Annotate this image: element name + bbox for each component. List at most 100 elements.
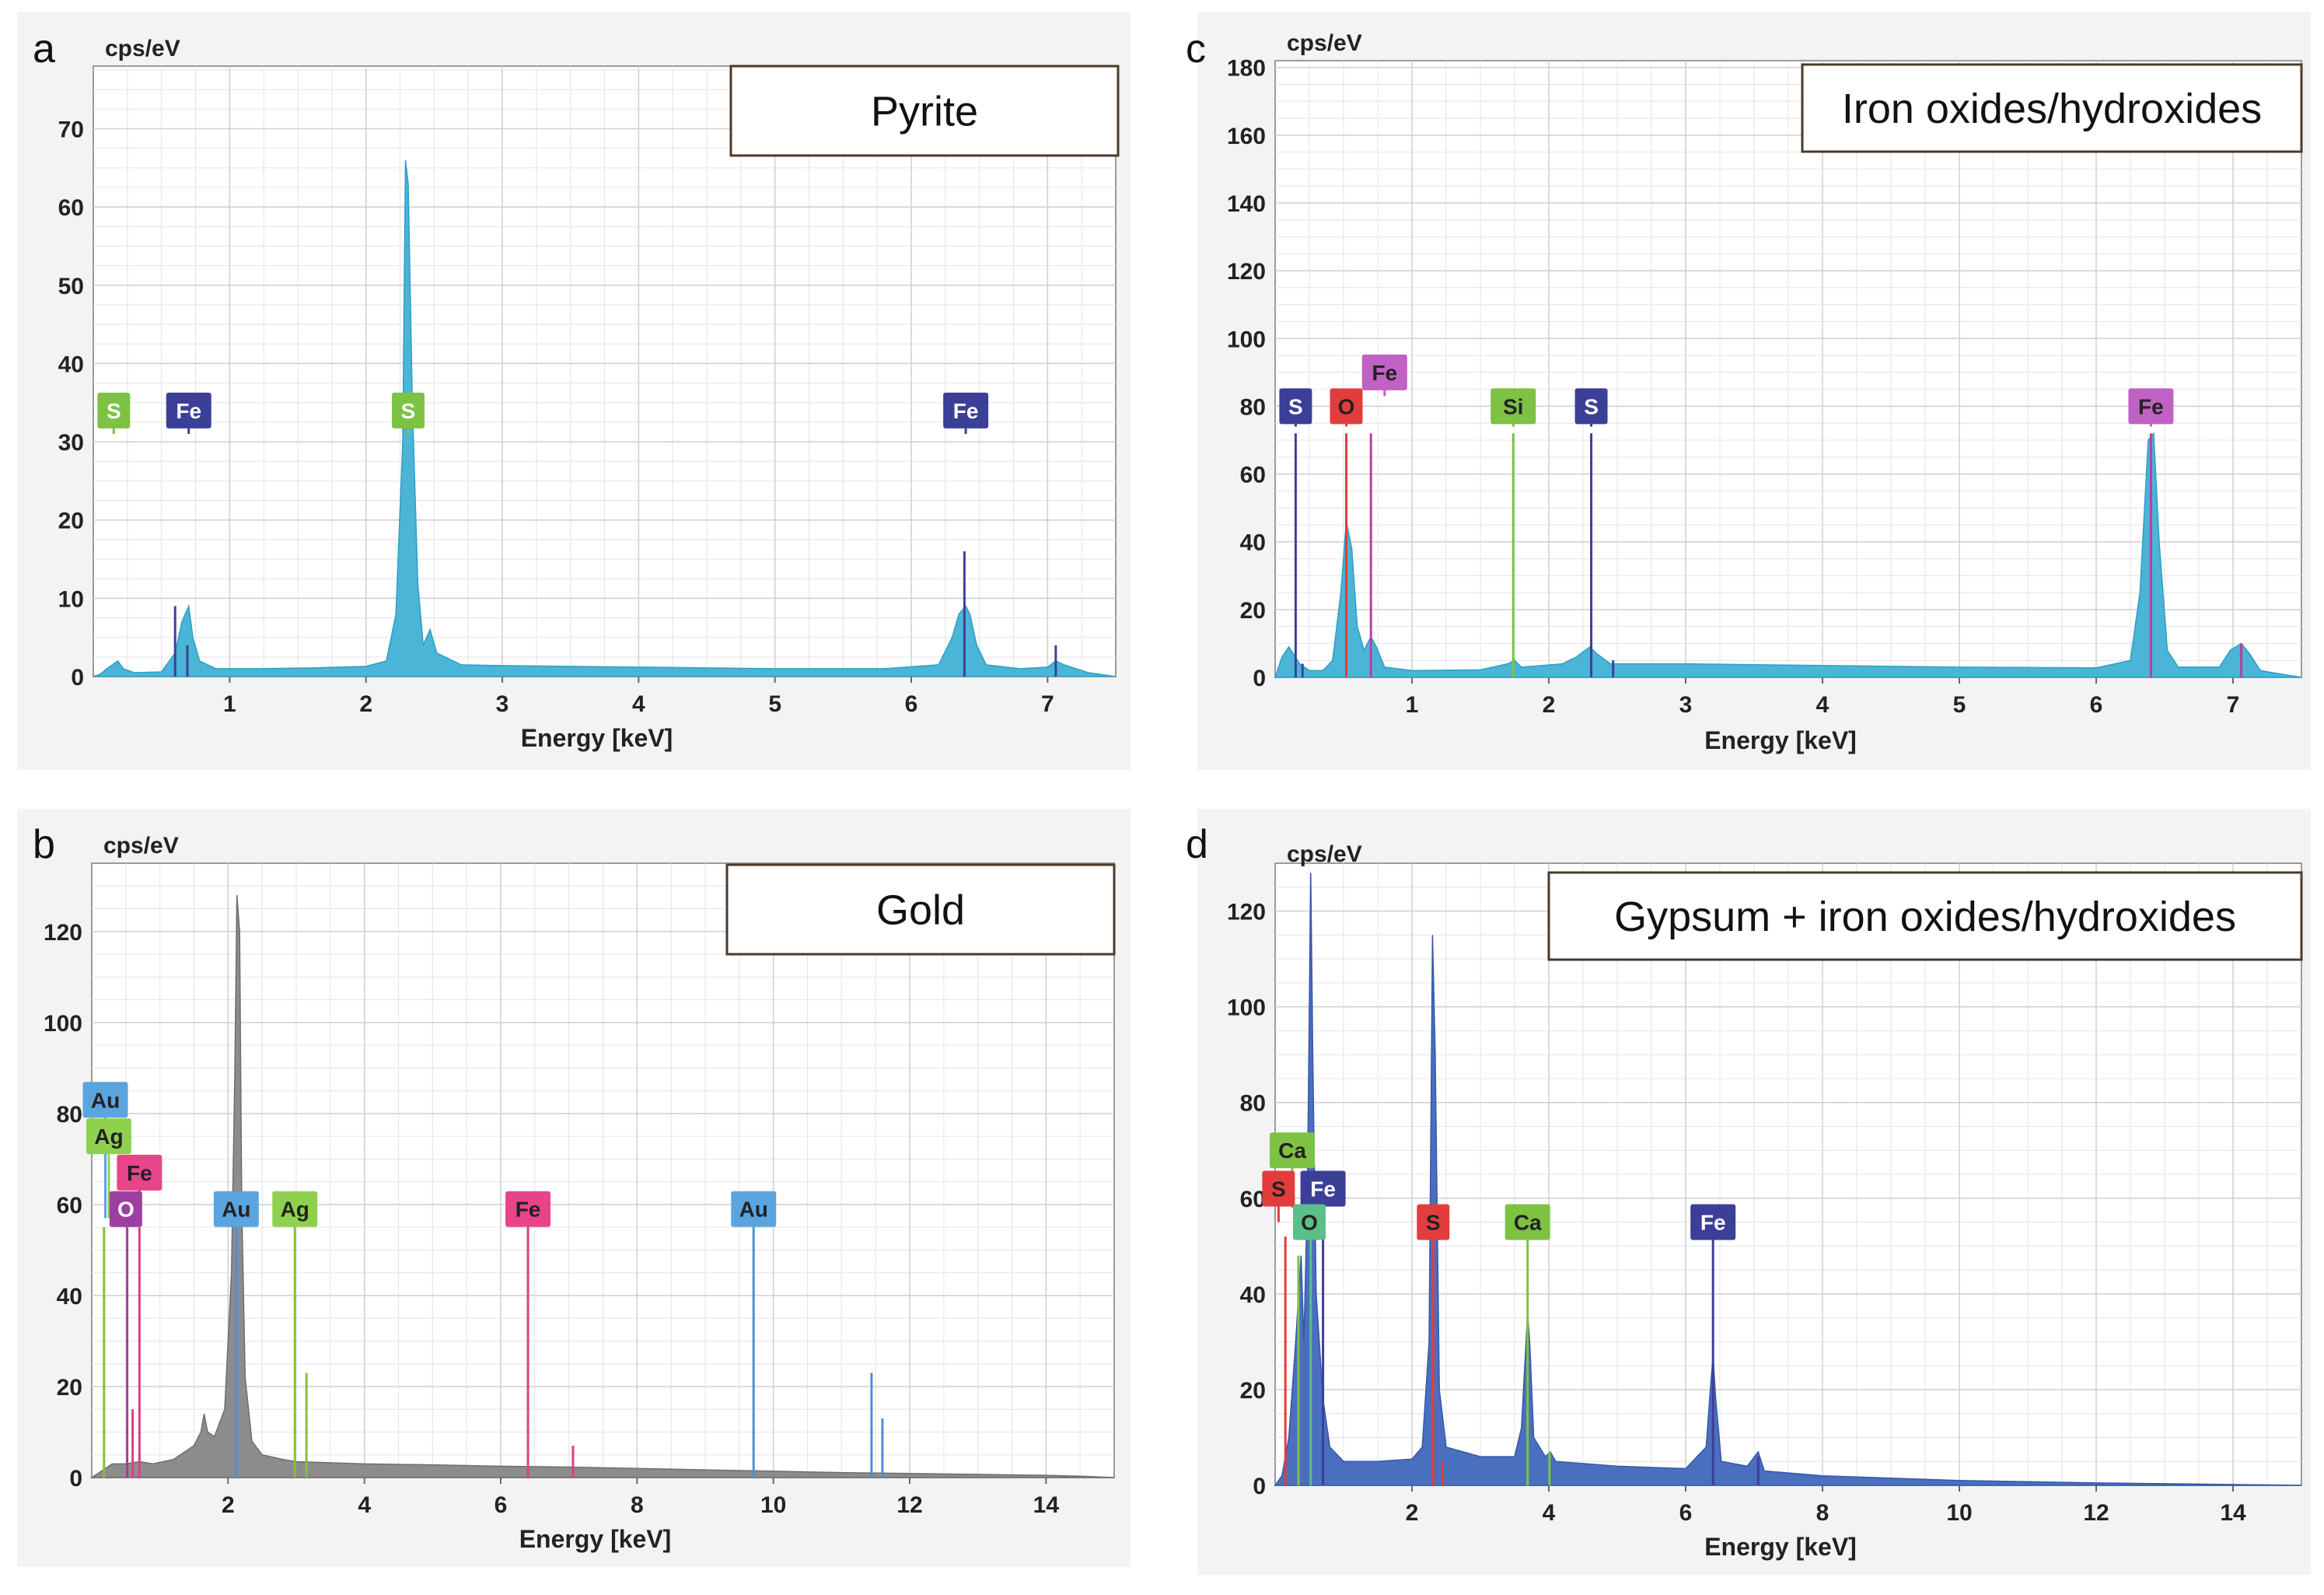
- y-axis-unit: cps/eV: [103, 833, 179, 859]
- x-tick-label: 10: [1946, 1500, 1972, 1526]
- element-label-box: [82, 1082, 128, 1118]
- element-label-box: [1270, 1132, 1315, 1169]
- x-tick-label: 8: [631, 1492, 644, 1518]
- y-tick-label: 120: [1227, 259, 1266, 285]
- x-axis-label: Energy [keV]: [521, 724, 673, 752]
- element-label: Fe: [2138, 394, 2164, 418]
- y-tick-label: 40: [57, 1284, 82, 1310]
- x-tick-label: 14: [2220, 1500, 2246, 1526]
- chart-title: Iron oxides/hydroxides: [1842, 86, 2262, 132]
- y-tick-label: 20: [58, 509, 84, 534]
- x-tick-label: 12: [2083, 1500, 2109, 1526]
- y-axis-unit: cps/eV: [105, 36, 180, 61]
- chart-title: Pyrite: [871, 89, 978, 135]
- x-tick-label: 4: [358, 1492, 371, 1518]
- y-tick-label: 160: [1227, 124, 1266, 149]
- x-tick-label: 7: [2227, 692, 2240, 718]
- y-tick-label: 50: [58, 274, 84, 299]
- x-tick-label: 12: [896, 1492, 922, 1518]
- x-tick-label: 5: [768, 691, 781, 717]
- element-label-box: [97, 392, 131, 428]
- x-tick-label: 1: [1406, 692, 1419, 718]
- panel-letter: b: [33, 822, 55, 867]
- x-tick-label: 6: [2090, 692, 2103, 718]
- element-label: S: [107, 399, 121, 423]
- panel-letter: c: [1186, 26, 1206, 72]
- element-label-box: [1361, 354, 1407, 390]
- element-label: Au: [222, 1198, 250, 1222]
- y-tick-label: 60: [58, 195, 84, 221]
- y-tick-label: 60: [57, 1193, 82, 1219]
- element-label-box: [1330, 388, 1363, 425]
- element-label-box: [392, 392, 425, 428]
- chart-title-box: [729, 65, 1120, 157]
- element-label-box: [1293, 1204, 1326, 1240]
- y-axis-unit: cps/eV: [1287, 841, 1362, 867]
- y-axis-unit: cps/eV: [1287, 30, 1362, 56]
- element-label-box: [1300, 1170, 1346, 1207]
- gridlines: [92, 863, 1114, 1478]
- x-tick-label: 7: [1041, 691, 1054, 717]
- x-axis-label: Energy [keV]: [1704, 726, 1857, 754]
- chart-title: Gypsum + iron oxides/hydroxides: [1614, 894, 2236, 940]
- gridlines: [93, 66, 1116, 677]
- chart-title: Gold: [876, 887, 965, 934]
- y-tick-label: 40: [58, 352, 84, 377]
- element-label: Fe: [1372, 361, 1397, 385]
- element-label: Fe: [127, 1161, 152, 1185]
- x-tick-label: 14: [1033, 1492, 1060, 1518]
- y-tick-label: 120: [1227, 900, 1266, 925]
- y-tick-label: 0: [69, 1466, 82, 1492]
- element-label-box: [166, 392, 211, 428]
- element-label: Au: [91, 1088, 120, 1112]
- element-label-box: [1491, 388, 1536, 425]
- spectrum-area: [1274, 432, 2302, 678]
- spectrum-area: [89, 894, 1115, 1478]
- element-label: Fe: [1310, 1177, 1336, 1201]
- x-tick-label: 4: [1816, 692, 1829, 718]
- gridlines: [1275, 61, 2301, 678]
- panel-letter: d: [1186, 822, 1208, 867]
- element-label: O: [117, 1198, 135, 1222]
- y-tick-label: 180: [1227, 56, 1266, 82]
- y-tick-label: 120: [44, 920, 82, 946]
- y-tick-label: 140: [1227, 191, 1266, 217]
- x-tick-label: 8: [1816, 1500, 1829, 1526]
- y-tick-label: 70: [58, 117, 84, 143]
- x-tick-label: 2: [222, 1492, 235, 1518]
- element-label-box: [1690, 1204, 1736, 1240]
- element-label-box: [1262, 1170, 1295, 1207]
- element-label: Fe: [1700, 1211, 1726, 1235]
- element-label-box: [1417, 1204, 1450, 1240]
- element-label: Fe: [515, 1198, 541, 1222]
- x-tick-label: 6: [495, 1492, 508, 1518]
- element-label-box: [86, 1118, 131, 1155]
- element-label: Fe: [176, 399, 201, 423]
- element-label: Si: [1503, 394, 1523, 418]
- y-tick-label: 100: [44, 1011, 82, 1037]
- x-tick-label: 2: [1406, 1500, 1419, 1526]
- x-tick-label: 2: [1543, 692, 1556, 718]
- y-tick-label: 100: [1227, 995, 1266, 1021]
- x-tick-label: 3: [1679, 692, 1693, 718]
- x-tick-label: 2: [359, 691, 372, 717]
- x-axis-label: Energy [keV]: [519, 1525, 672, 1553]
- x-tick-label: 1: [223, 691, 236, 717]
- x-tick-label: 3: [496, 691, 509, 717]
- y-tick-label: 20: [57, 1375, 82, 1401]
- chart-title-box: [1547, 871, 2303, 961]
- element-label-box: [731, 1191, 777, 1227]
- chart-title-box: [725, 863, 1116, 956]
- panel-letter: a: [33, 26, 55, 72]
- spectrum-area: [1274, 873, 2302, 1486]
- element-label: Au: [739, 1198, 768, 1222]
- y-tick-label: 0: [71, 665, 84, 691]
- element-label: O: [1301, 1211, 1318, 1235]
- y-tick-label: 40: [1240, 530, 1266, 556]
- y-tick-label: 60: [1240, 463, 1266, 488]
- element-label-box: [505, 1191, 551, 1227]
- y-tick-label: 40: [1240, 1282, 1266, 1308]
- element-label: Ag: [94, 1125, 123, 1149]
